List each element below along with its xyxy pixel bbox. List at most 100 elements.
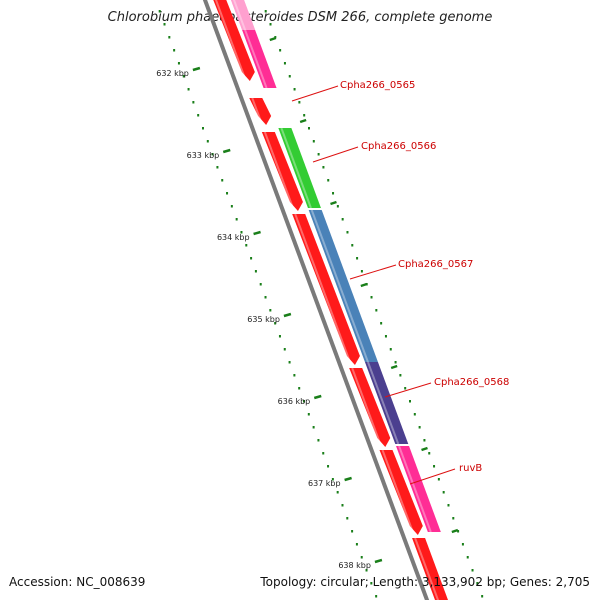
gene-block-4-highlight bbox=[367, 361, 400, 445]
gene-block-4 bbox=[364, 362, 409, 444]
gc-dot bbox=[471, 569, 474, 572]
cds-segment-5 bbox=[349, 368, 391, 447]
gene-callout-line bbox=[312, 146, 359, 163]
ruler-tick bbox=[313, 394, 322, 400]
ruler-label: 634 kbp bbox=[217, 233, 250, 242]
gc-dot bbox=[163, 23, 166, 26]
ruler-tick bbox=[374, 558, 383, 564]
gc-dot bbox=[370, 582, 373, 585]
cds-segment-4-highlight bbox=[294, 213, 351, 363]
gene-label-1: Cpha266_0565 bbox=[340, 80, 415, 91]
gc-dot bbox=[365, 569, 368, 572]
backbone-layer bbox=[202, 0, 430, 600]
gc-dot bbox=[269, 309, 272, 312]
gene-callout-line bbox=[291, 85, 339, 102]
cds-segment-6-highlight bbox=[381, 449, 414, 533]
gc-dot bbox=[206, 140, 209, 143]
ruler-tick bbox=[192, 66, 201, 72]
gc-dot bbox=[317, 439, 320, 442]
gc-dot bbox=[240, 231, 243, 234]
gc-dot bbox=[457, 530, 460, 533]
gc-dot bbox=[346, 517, 349, 520]
gc-dot bbox=[322, 166, 325, 169]
gene-fade-overlay bbox=[231, 0, 256, 30]
cds-segment-2 bbox=[249, 98, 272, 125]
gc-dot bbox=[375, 595, 378, 598]
gc-dot bbox=[394, 361, 397, 364]
gc-dot bbox=[250, 257, 253, 260]
gc-dot bbox=[360, 270, 363, 273]
gc-dot bbox=[336, 205, 339, 208]
gc-dot bbox=[312, 140, 315, 143]
gc-dot bbox=[437, 478, 440, 481]
gc-dot bbox=[389, 348, 392, 351]
cds-segment-7 bbox=[412, 538, 449, 600]
ruler-label: 635 kbp bbox=[247, 315, 280, 324]
gc-dot bbox=[341, 218, 344, 221]
gc-dot bbox=[404, 387, 407, 390]
gc-dot bbox=[317, 153, 320, 156]
gc-dot bbox=[452, 517, 455, 520]
accession-text: Accession: NC_008639 bbox=[9, 575, 146, 589]
ruler-tick-right bbox=[451, 528, 459, 534]
gene-block-2 bbox=[278, 128, 321, 208]
gc-dot bbox=[259, 283, 262, 286]
ruler-tick-right bbox=[269, 36, 277, 42]
gc-dot bbox=[192, 101, 195, 104]
gc-dot bbox=[380, 322, 383, 325]
gc-dot bbox=[264, 296, 267, 299]
gc-dot bbox=[442, 491, 445, 494]
gc-dot bbox=[331, 478, 334, 481]
gc-dot bbox=[336, 491, 339, 494]
gene-block-5-highlight bbox=[398, 445, 432, 533]
ruler-label: 637 kbp bbox=[308, 479, 341, 488]
gc-dot bbox=[298, 101, 301, 104]
gene-label-layer: Cpha266_0565 Cpha266_0566 Cpha266_0567 Cpha… bbox=[291, 80, 509, 485]
backbone-line bbox=[202, 0, 430, 600]
gc-dot bbox=[288, 361, 291, 364]
ruler-tick bbox=[253, 230, 261, 236]
ruler-tick-right bbox=[390, 364, 398, 370]
gene-block-3-highlight bbox=[310, 209, 369, 363]
gc-dot bbox=[269, 23, 272, 26]
gene-block-5 bbox=[396, 446, 441, 532]
map-title: Chlorobium phaeobacteroides DSM 266, com… bbox=[107, 10, 493, 25]
gc-dot bbox=[476, 582, 479, 585]
gc-dot bbox=[254, 270, 257, 273]
gc-dot bbox=[307, 127, 310, 130]
gc-dot bbox=[158, 10, 161, 13]
ruler-tick-right bbox=[330, 200, 337, 206]
ruler-label: 638 kbp bbox=[338, 561, 371, 570]
gc-dot bbox=[346, 231, 349, 234]
gc-dot bbox=[211, 153, 214, 156]
gc-dot bbox=[293, 374, 296, 377]
cds-segment-2-highlight bbox=[251, 97, 263, 123]
gc-dot bbox=[182, 75, 185, 78]
ruler-label: 632 kbp bbox=[156, 69, 189, 78]
gc-dot bbox=[355, 543, 358, 546]
gc-dot bbox=[341, 504, 344, 507]
cds-segment-5-highlight bbox=[351, 367, 382, 445]
genome-info-text: Topology: circular; Length: 3,133,902 bp… bbox=[260, 575, 590, 589]
gc-dot bbox=[307, 413, 310, 416]
gc-dot bbox=[230, 205, 233, 208]
gc-dot bbox=[283, 348, 286, 351]
ruler-tick bbox=[344, 476, 352, 482]
gc-dot bbox=[221, 179, 224, 182]
cds-segment-7-highlight bbox=[414, 537, 440, 600]
gc-dot bbox=[168, 36, 171, 39]
gc-dot bbox=[264, 10, 267, 13]
gc-dot bbox=[481, 595, 484, 598]
gc-dot bbox=[447, 504, 450, 507]
gc-dot bbox=[293, 88, 296, 91]
gc-dot bbox=[384, 335, 387, 338]
gc-dot bbox=[303, 114, 306, 117]
cds-segment-1 bbox=[213, 0, 255, 81]
gc-dot bbox=[173, 49, 176, 52]
gc-dot bbox=[332, 192, 335, 195]
cds-segment-3-highlight bbox=[263, 131, 294, 209]
gene-block-2-highlight bbox=[280, 127, 312, 209]
gc-dot bbox=[303, 400, 305, 403]
gc-dot bbox=[370, 296, 373, 299]
